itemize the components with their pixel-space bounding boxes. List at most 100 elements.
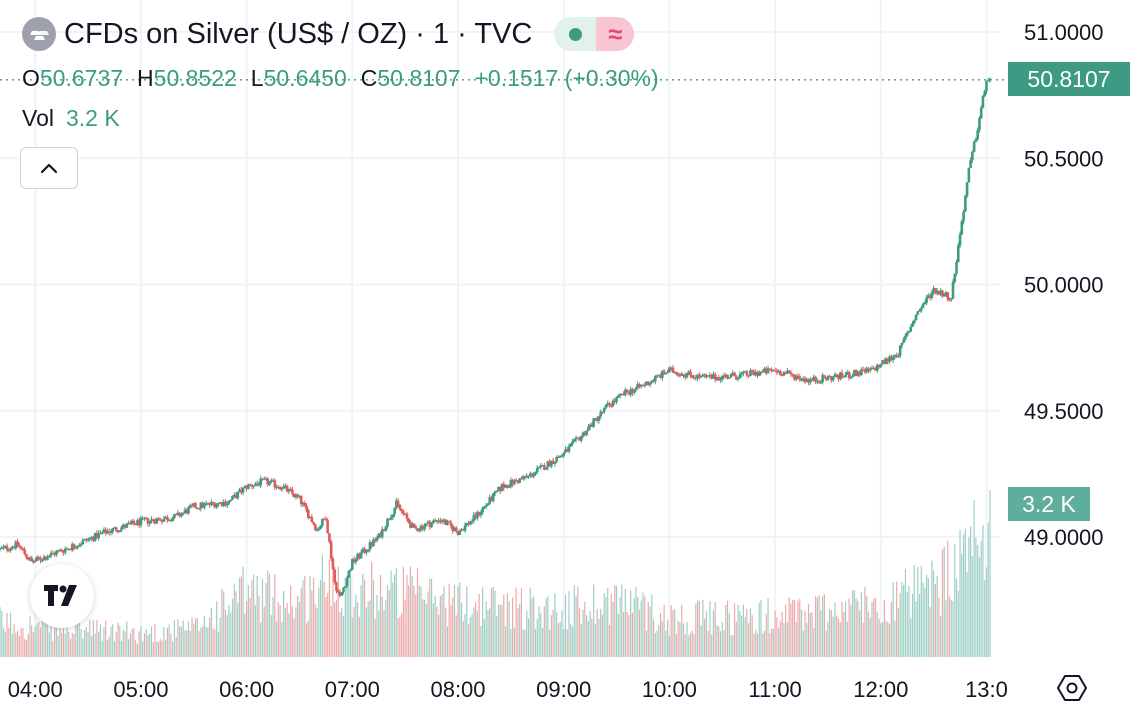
candle-body <box>218 502 222 504</box>
candle-body <box>261 478 264 480</box>
candle-body <box>951 281 955 299</box>
volume-bar <box>830 610 833 657</box>
volume-bar <box>621 584 623 657</box>
volume-bar <box>739 610 741 657</box>
candle-body <box>764 368 768 374</box>
low-value: 50.6450 <box>263 64 347 91</box>
candle-body <box>259 478 263 486</box>
volume-bar <box>76 617 79 657</box>
candle-body <box>580 436 583 441</box>
volume-bar <box>806 622 808 657</box>
volume-bar <box>321 555 323 657</box>
volume-bar <box>304 575 306 657</box>
volume-bar <box>839 622 841 657</box>
volume-bar <box>117 622 119 657</box>
market-status-pill[interactable]: ≈ <box>554 17 635 51</box>
candle-body <box>884 358 888 364</box>
candle-body <box>495 491 499 493</box>
volume-bar <box>406 575 408 657</box>
candle-body <box>155 518 159 524</box>
silver-bars-icon[interactable] <box>22 17 56 51</box>
candle-body <box>467 523 470 525</box>
volume-bar <box>443 586 445 657</box>
candle-body <box>710 375 713 379</box>
candle-body <box>932 288 935 293</box>
volume-bar <box>416 568 419 657</box>
candle-body <box>428 521 432 528</box>
candle-body <box>969 160 972 168</box>
candle-body <box>453 527 456 532</box>
volume-bar <box>920 565 922 657</box>
candle-body <box>460 529 463 532</box>
candle-body <box>2 547 5 549</box>
volume-bar <box>143 633 146 657</box>
candle-body <box>375 537 379 541</box>
candle-body <box>215 504 218 508</box>
tradingview-logo-icon[interactable] <box>30 564 94 628</box>
price-axis-label: 49.5000 <box>1024 399 1104 424</box>
candle-body <box>257 483 261 486</box>
volume-bar <box>984 580 986 657</box>
candle-body <box>944 292 948 295</box>
candle-body <box>488 497 492 504</box>
volume-bar <box>13 624 15 657</box>
volume-bar <box>867 611 870 657</box>
volume-bar <box>108 636 110 657</box>
volume-bar <box>265 583 267 657</box>
volume-bar <box>460 602 463 657</box>
volume-bar <box>101 640 103 657</box>
candle-body <box>384 526 388 531</box>
candle-body <box>40 560 44 562</box>
candle-body <box>860 369 863 376</box>
candle-body <box>698 374 701 378</box>
candle-body <box>370 542 373 547</box>
candle-body <box>238 489 241 492</box>
candle-body <box>541 465 544 467</box>
candle-body <box>729 374 733 378</box>
collapse-legend-button[interactable] <box>20 147 78 189</box>
candle-body <box>199 502 203 509</box>
candle-body <box>194 503 197 509</box>
time-axis-label: 08:00 <box>430 677 485 702</box>
volume-bar <box>168 624 170 657</box>
volume-bar <box>517 608 519 657</box>
candle-body <box>749 370 752 376</box>
volume-bar <box>659 612 662 657</box>
candle-body <box>768 368 772 370</box>
candle-body <box>763 368 766 372</box>
volume-bar <box>910 618 912 657</box>
volume-bar <box>593 584 595 657</box>
volume-bar <box>379 574 382 657</box>
candle-body <box>948 299 951 301</box>
volume-bar <box>18 636 20 657</box>
volume-bar <box>966 572 968 657</box>
volume-bar <box>880 623 882 657</box>
volume-bar <box>89 619 91 657</box>
candle-body <box>662 370 666 375</box>
volume-bar <box>372 580 375 657</box>
volume-bar <box>675 633 678 657</box>
volume-bar <box>38 622 40 657</box>
volume-bar <box>496 615 498 657</box>
volume-bar <box>665 630 667 657</box>
candle-body <box>28 557 32 560</box>
candle-body <box>606 403 610 406</box>
volume-bar <box>349 567 352 657</box>
candle-body <box>937 290 941 295</box>
volume-bar <box>577 586 579 657</box>
candle-body <box>53 553 56 556</box>
candle-body <box>534 471 537 475</box>
candle-body <box>46 557 49 560</box>
symbol-title[interactable]: CFDs on Silver (US$ / OZ) · 1 · TVC <box>64 17 533 50</box>
chart-settings-button[interactable] <box>1054 670 1090 706</box>
candle-body <box>838 372 842 380</box>
candle-body <box>516 480 520 483</box>
candle-body <box>262 478 266 480</box>
volume-bar <box>851 590 854 657</box>
volume-bar <box>586 615 588 657</box>
candle-body <box>564 449 567 453</box>
volume-bar <box>275 620 278 657</box>
candle-body <box>738 374 742 379</box>
volume-bar <box>658 625 660 657</box>
